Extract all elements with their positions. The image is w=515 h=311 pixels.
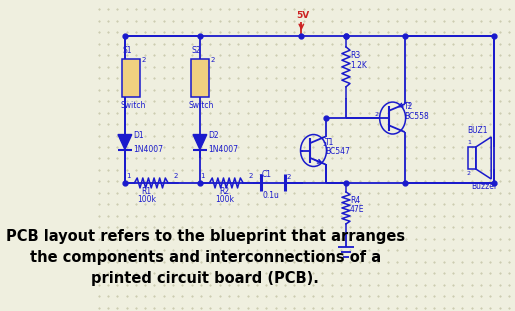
Polygon shape	[193, 135, 207, 150]
Text: 2: 2	[467, 171, 471, 176]
Text: PCB layout refers to the blueprint that arranges
the components and interconnect: PCB layout refers to the blueprint that …	[6, 229, 405, 285]
FancyBboxPatch shape	[122, 59, 140, 97]
Text: 1N4007: 1N4007	[208, 145, 238, 154]
Text: 1: 1	[258, 174, 263, 180]
Text: Switch: Switch	[189, 101, 214, 110]
Text: 1N4007: 1N4007	[133, 145, 163, 154]
Text: 100k: 100k	[215, 195, 234, 204]
Text: 2: 2	[322, 142, 327, 146]
Text: 2: 2	[249, 173, 253, 179]
Text: 3: 3	[406, 102, 410, 107]
Text: Switch: Switch	[120, 101, 145, 110]
Text: 1: 1	[126, 173, 131, 179]
Text: S1: S1	[122, 46, 131, 55]
Text: T1: T1	[325, 137, 334, 146]
Polygon shape	[118, 135, 132, 150]
Text: 100k: 100k	[137, 195, 156, 204]
Text: R1: R1	[141, 187, 151, 196]
Text: S2: S2	[191, 46, 200, 55]
Text: 1: 1	[200, 173, 204, 179]
Text: BC547: BC547	[325, 147, 350, 156]
Text: 2: 2	[174, 173, 178, 179]
Text: R3: R3	[350, 51, 360, 60]
Text: 2: 2	[375, 112, 379, 117]
Text: D1: D1	[133, 131, 144, 140]
Text: Buzzer: Buzzer	[472, 182, 498, 191]
Text: T2: T2	[404, 102, 414, 111]
Text: 2: 2	[141, 57, 145, 63]
Text: R2: R2	[219, 187, 229, 196]
Text: 2: 2	[210, 57, 214, 63]
Text: 1.2K: 1.2K	[350, 61, 367, 70]
Text: D2: D2	[208, 131, 219, 140]
Text: 1: 1	[467, 140, 471, 145]
Text: C1: C1	[262, 170, 271, 179]
Text: BUZ1: BUZ1	[467, 126, 487, 135]
Text: 2: 2	[286, 174, 290, 180]
Text: 0.1u: 0.1u	[263, 191, 280, 200]
Text: 5V: 5V	[297, 11, 310, 20]
Text: BC558: BC558	[404, 112, 428, 121]
Text: 47E: 47E	[350, 205, 365, 214]
Text: R4: R4	[350, 196, 360, 205]
FancyBboxPatch shape	[191, 59, 209, 97]
